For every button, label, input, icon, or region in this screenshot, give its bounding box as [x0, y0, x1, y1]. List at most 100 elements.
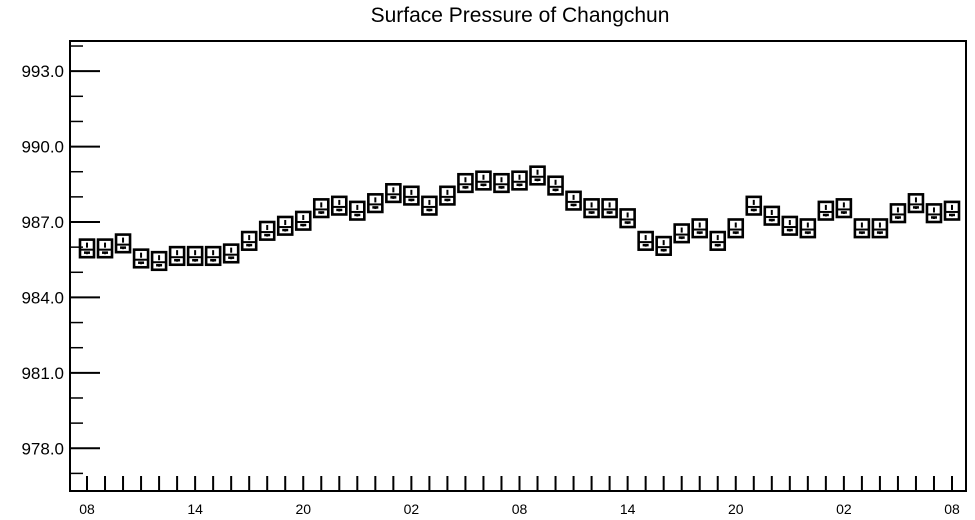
box-outline [403, 185, 420, 206]
box-item [619, 208, 636, 229]
box-outline [367, 193, 384, 214]
box-outline [385, 182, 402, 204]
x-tick-label: 08 [512, 501, 528, 517]
box-outline [799, 218, 817, 239]
x-tick-label: 08 [79, 501, 95, 517]
box-outline [889, 203, 907, 224]
box-item [312, 198, 330, 219]
box-item [294, 210, 312, 231]
box-outline [457, 172, 474, 194]
y-tick-label: 987.0 [21, 213, 64, 232]
box-outline [583, 198, 600, 219]
y-axis: 978.0 981.0 984.0 987.0 990.0 993.0 [21, 45, 100, 475]
box-outline [745, 195, 763, 216]
box-series [78, 165, 961, 272]
x-tick-label: 08 [944, 501, 960, 517]
box-outline [925, 203, 943, 224]
box-item [583, 198, 600, 219]
box-item [889, 203, 907, 224]
box-outline [853, 218, 871, 239]
box-outline [330, 195, 348, 216]
box-item [493, 172, 510, 194]
box-item [421, 195, 438, 216]
box-outline [186, 245, 204, 267]
box-outline [493, 172, 510, 194]
box-outline [421, 195, 438, 216]
box-outline [817, 200, 835, 221]
box-item [385, 182, 402, 204]
box-outline [871, 218, 889, 239]
box-outline [601, 198, 618, 219]
box-item [96, 238, 114, 259]
box-item [745, 195, 763, 216]
box-outline [943, 200, 961, 221]
box-outline [276, 215, 294, 236]
box-item [475, 170, 492, 191]
y-tick-label: 990.0 [21, 138, 64, 157]
box-item [565, 190, 582, 211]
box-item [529, 165, 546, 186]
box-item [168, 245, 186, 267]
box-item [835, 198, 853, 219]
box-item [511, 170, 528, 191]
box-item [457, 172, 474, 194]
box-item [799, 218, 817, 239]
box-item [925, 203, 943, 224]
box-outline [835, 198, 853, 219]
box-outline [312, 198, 330, 219]
box-item [853, 218, 871, 239]
box-outline [565, 190, 582, 211]
x-tick-label: 20 [728, 501, 744, 517]
box-item [781, 215, 799, 236]
x-tick-label: 02 [404, 501, 420, 517]
box-outline [709, 230, 727, 251]
box-item [186, 245, 204, 267]
box-item [637, 230, 654, 251]
y-tick-label: 978.0 [21, 439, 64, 458]
box-outline [114, 233, 132, 254]
box-outline [691, 218, 709, 239]
y-tick-label: 993.0 [21, 62, 64, 81]
x-tick-label: 14 [187, 501, 203, 517]
box-outline [547, 175, 564, 196]
box-item [655, 235, 672, 256]
box-item [871, 218, 889, 239]
box-outline [78, 238, 96, 259]
box-outline [619, 208, 636, 229]
box-item [403, 185, 420, 206]
y-tick-label: 984.0 [21, 288, 64, 307]
box-item [114, 233, 132, 254]
box-item [276, 215, 294, 236]
box-outline [439, 185, 456, 206]
box-outline [258, 220, 276, 241]
x-axis: 08 14 20 02 08 14 20 02 08 [79, 476, 960, 517]
box-item [78, 238, 96, 259]
box-item [349, 200, 366, 221]
box-item [330, 195, 348, 216]
box-item [763, 205, 781, 226]
box-outline [204, 245, 222, 267]
box-outline [907, 193, 925, 214]
chart-title: Surface Pressure of Changchun [370, 4, 670, 27]
box-outline [637, 230, 654, 251]
box-item [673, 223, 690, 244]
box-outline [96, 238, 114, 259]
box-outline [673, 223, 690, 244]
box-outline [349, 200, 366, 221]
box-item [240, 230, 258, 251]
box-item [943, 200, 961, 221]
box-item [817, 200, 835, 221]
plot-frame [69, 40, 967, 492]
box-item [547, 175, 564, 196]
box-outline [529, 165, 546, 186]
box-item [709, 230, 727, 251]
box-outline [475, 170, 492, 191]
box-outline [511, 170, 528, 191]
box-item [601, 198, 618, 219]
box-outline [727, 218, 745, 239]
box-outline [168, 245, 186, 267]
box-item [367, 193, 384, 214]
box-outline [150, 250, 168, 272]
box-item [258, 220, 276, 241]
box-outline [655, 235, 672, 256]
